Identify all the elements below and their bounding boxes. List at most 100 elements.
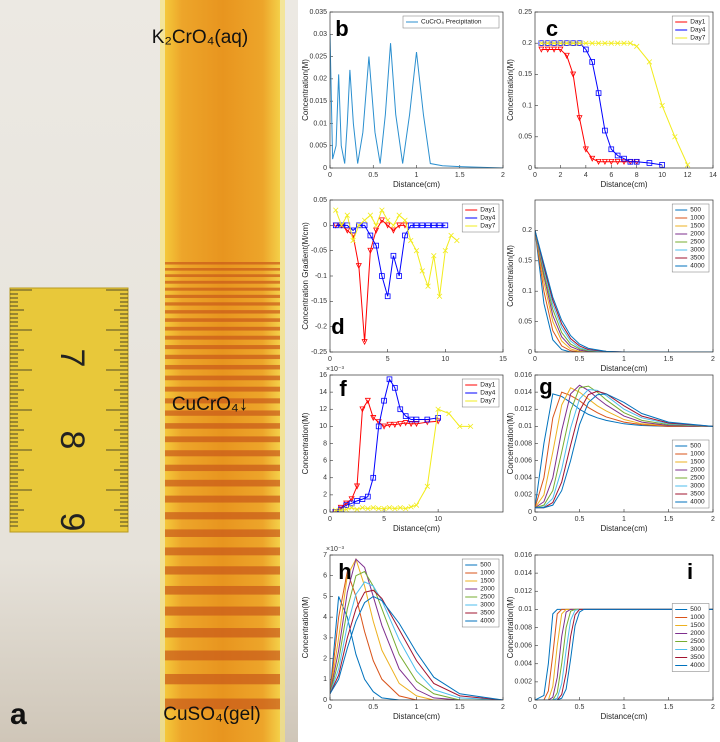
axes-frame: [329, 374, 504, 513]
y-tick-label: -0.1: [315, 273, 327, 280]
band: [165, 274, 280, 278]
legend-label: 1500: [690, 622, 705, 629]
axes-frame: [534, 199, 714, 353]
marker: [354, 498, 360, 504]
marker: [364, 397, 371, 404]
marker: [589, 40, 595, 46]
y-tick-label: 0: [323, 165, 327, 172]
y-tick-label: 2: [323, 655, 327, 662]
x-tick-label: 0.5: [368, 172, 378, 179]
marker: [408, 237, 414, 244]
marker: [370, 474, 377, 481]
x-tick-label: 1.5: [455, 704, 465, 711]
x-tick-label: 1.5: [664, 356, 674, 363]
y-tick-label: -0.15: [311, 298, 327, 305]
x-tick-label: 4: [584, 172, 588, 179]
x-tick-label: 1: [622, 704, 626, 711]
series-line: [535, 230, 713, 352]
marker: [431, 253, 437, 259]
marker: [348, 496, 355, 503]
y-tick-label: 10: [319, 423, 327, 430]
panel-label: g: [539, 374, 552, 399]
marker: [402, 413, 409, 419]
y-tick-label: 3: [323, 635, 327, 642]
legend-label: 500: [690, 606, 701, 613]
y-axis-label: Concentration(M): [506, 245, 515, 307]
band: [165, 423, 280, 429]
series-line: [535, 230, 713, 352]
marker: [381, 397, 387, 404]
x-tick-label: 2: [711, 516, 715, 523]
legend-label: 500: [690, 207, 701, 214]
panel-label: d: [331, 314, 344, 339]
series-line: [335, 224, 446, 297]
series-line: [330, 34, 503, 168]
y-tick-label: 0.05: [518, 318, 532, 325]
marker: [425, 283, 431, 289]
band: [165, 628, 280, 638]
legend-label: 2000: [480, 586, 495, 593]
axes-frame: [534, 11, 714, 169]
legend-label: Day1: [480, 207, 496, 214]
band: [165, 547, 280, 556]
y-tick-label: 0.035: [309, 9, 327, 16]
band: [165, 495, 280, 503]
x-tick-label: 5: [382, 516, 386, 523]
plot-marks: [332, 207, 460, 346]
legend-label: 2000: [690, 630, 705, 637]
plot-marks: [332, 376, 474, 512]
band: [165, 310, 280, 314]
plot-marks: [330, 557, 503, 700]
marker: [402, 232, 408, 239]
bottom-label: CuSO₄(gel): [163, 704, 261, 725]
marker: [332, 509, 339, 512]
marker: [435, 415, 441, 421]
chart: 0 0.5 1 1.5 2 0 0.002 0.004 0.006 0.008 0.01 0.012 0…: [506, 372, 715, 533]
series-line: [335, 208, 458, 297]
marker: [595, 90, 602, 96]
x-tick-label: 1: [415, 172, 419, 179]
marker: [344, 212, 350, 218]
band: [165, 364, 280, 370]
series-line: [535, 393, 713, 508]
series-line: [535, 230, 713, 352]
series-line: [535, 387, 713, 509]
x-axis-label: Distance(cm): [393, 180, 440, 189]
y-axis-label: Concentration(M): [506, 596, 515, 658]
marker: [436, 222, 443, 229]
x-tick-label: 2: [558, 172, 562, 179]
axes-frame: [329, 554, 504, 701]
marker: [407, 222, 414, 229]
marker: [557, 40, 564, 46]
legend-label: Day7: [690, 35, 706, 42]
legend-box: [671, 603, 710, 672]
x-tick-label: 5: [386, 356, 390, 363]
legend-label: 1000: [690, 614, 705, 621]
legend-box: [671, 203, 710, 273]
series-line: [335, 378, 439, 512]
marker: [375, 505, 382, 512]
marker: [378, 217, 385, 224]
axes-frame: [329, 11, 504, 169]
marker: [396, 273, 402, 279]
marker: [338, 222, 345, 229]
band: [165, 318, 280, 322]
marker: [544, 46, 551, 53]
axes-frame: [534, 374, 714, 513]
band: [165, 566, 280, 575]
marker: [436, 293, 443, 299]
x-tick-label: 2: [501, 172, 505, 179]
marker: [570, 71, 577, 78]
y-tick-label: -0.25: [311, 349, 327, 356]
chart: 0 0.5 1 1.5 2 0 0.005 0.01 0.015 0.02 0.025 0.03 0.0…: [301, 9, 505, 189]
legend-box: [671, 439, 710, 509]
x-axis-label: Distance(cm): [600, 524, 647, 533]
y-tick-label: 0.015: [309, 98, 327, 105]
marker: [359, 505, 366, 511]
x-tick-label: 15: [499, 356, 507, 363]
legend-label: 2500: [690, 475, 705, 482]
marker: [576, 115, 583, 122]
y-tick-label: 0.1: [522, 102, 532, 109]
y-exponent: ×10⁻³: [326, 546, 345, 553]
x-tick-label: 1: [622, 356, 626, 363]
